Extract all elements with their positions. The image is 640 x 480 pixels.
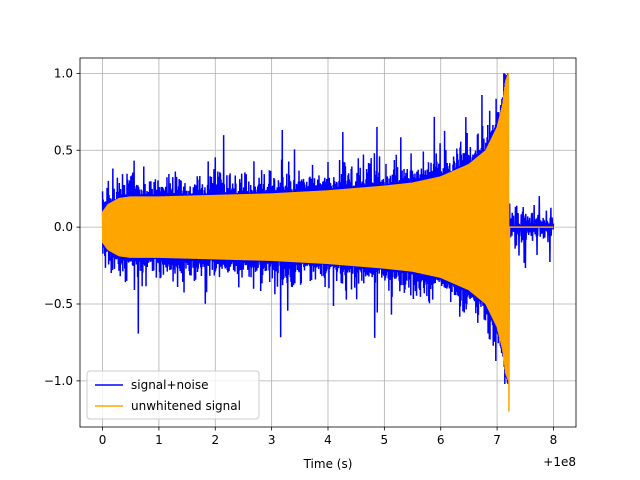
ticks: 0 1 2 3 4 5 6 7 8 −1.0 −0.5 0.0 0.5 1.0: [44, 66, 557, 447]
x-tick-label: 4: [324, 433, 332, 447]
x-offset-label: +1e8: [543, 455, 576, 469]
x-tick-label: 2: [211, 433, 219, 447]
series-unwhitened-signal-line: [101, 73, 554, 412]
y-tick-label: −1.0: [44, 374, 73, 388]
legend-box: [86, 370, 260, 420]
y-tick-label: 1.0: [54, 66, 73, 80]
x-tick-label: 6: [437, 433, 445, 447]
x-tick-label: 7: [493, 433, 501, 447]
x-tick-label: 5: [381, 433, 389, 447]
x-tick-label: 3: [268, 433, 276, 447]
plot-area: [101, 73, 555, 412]
x-tick-label: 0: [99, 433, 107, 447]
legend-label: signal+noise: [131, 378, 208, 392]
x-axis-label: Time (s): [303, 457, 353, 471]
x-tick-label: 1: [155, 433, 163, 447]
y-tick-label: 0.5: [54, 143, 73, 157]
legend: signal+noise unwhitened signal: [86, 370, 260, 420]
x-tick-label: 8: [550, 433, 558, 447]
legend-label: unwhitened signal: [131, 399, 241, 413]
y-tick-label: 0.0: [54, 220, 73, 234]
y-tick-label: −0.5: [44, 297, 73, 311]
